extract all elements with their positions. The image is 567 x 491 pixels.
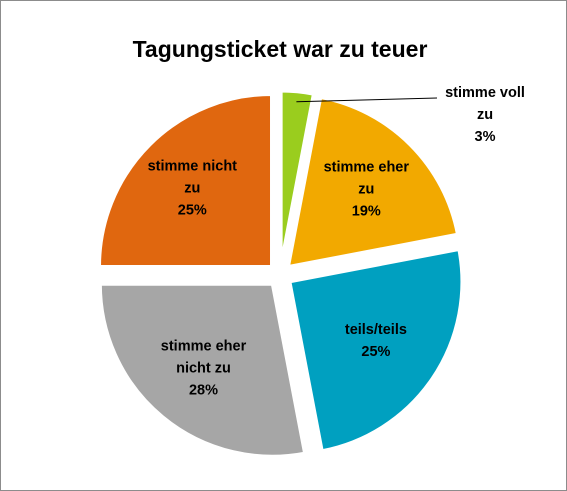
slice-label-stimme-eher-nicht-zu: stimme eher nicht zu 28% — [161, 339, 247, 399]
slice-label-line: zu — [477, 107, 493, 123]
slice-label-line: zu — [184, 180, 200, 196]
slice-stimme-eher-zu — [286, 95, 460, 269]
slice-label-line: 25% — [178, 202, 207, 218]
slice-label-line: stimme eher — [161, 339, 247, 355]
slice-label-line: stimme voll — [445, 85, 525, 101]
slice-stimme-voll-zu — [279, 89, 316, 264]
slice-label-line: 19% — [352, 204, 381, 220]
slice-stimme-eher-nicht-zu — [98, 282, 307, 458]
chart-title: Tagungsticket war zu teuer — [133, 36, 428, 62]
slice-label-line: stimme nicht — [148, 158, 238, 174]
slice-label-line: zu — [358, 182, 374, 198]
slice-labels: stimme voll zu 3% stimme eher zu 19% teils/tei… — [148, 85, 525, 399]
slice-stimme-nicht-zu — [98, 93, 274, 269]
slice-label-line: 25% — [361, 344, 390, 360]
slice-label-stimme-voll-zu: stimme voll zu 3% — [445, 85, 525, 145]
slice-label-line: nicht zu — [176, 361, 231, 377]
slice-label-line: 3% — [475, 129, 496, 145]
slice-label-stimme-eher-zu: stimme eher zu 19% — [324, 160, 410, 220]
pie-slices — [98, 89, 464, 458]
slice-label-line: teils/teils — [345, 322, 407, 338]
slice-label-line: stimme eher — [324, 160, 410, 176]
slice-label-teils-teils: teils/teils 25% — [345, 322, 407, 360]
slice-teils-teils — [288, 247, 464, 453]
leader-line — [296, 97, 438, 103]
slice-label-line: 28% — [189, 383, 218, 399]
slice-label-stimme-nicht-zu: stimme nicht zu 25% — [148, 158, 238, 218]
